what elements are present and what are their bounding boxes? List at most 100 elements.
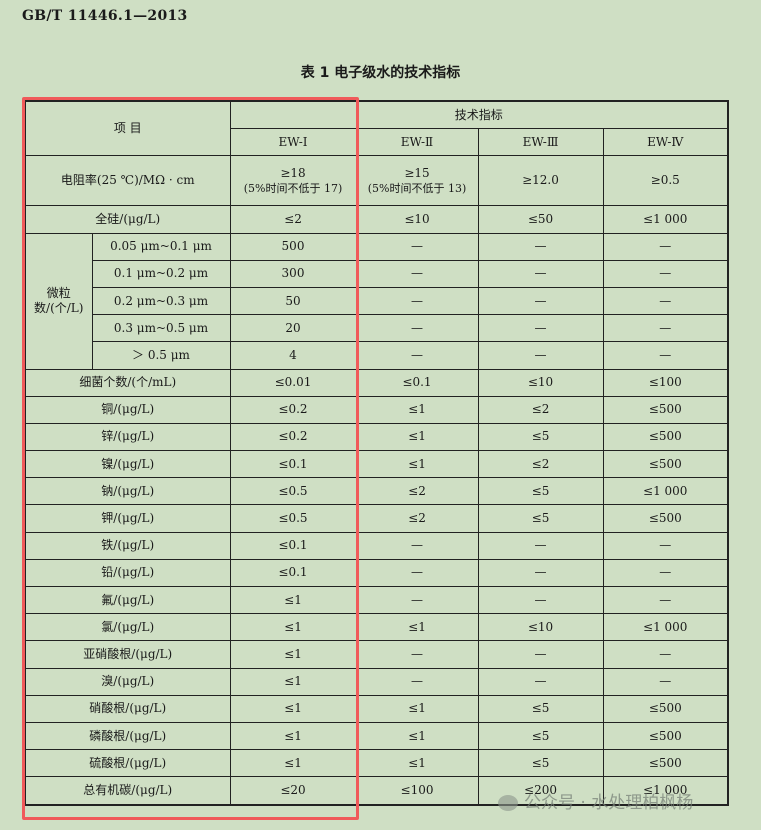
cell: ≤1 000	[602, 205, 729, 234]
cell: ≤500	[602, 504, 729, 533]
cell: 50	[229, 286, 357, 316]
cell: ≤1	[229, 667, 357, 696]
cell: ≤0.5	[229, 504, 357, 533]
cell: ≤10	[355, 205, 479, 234]
cell: —	[355, 667, 479, 696]
cell: —	[602, 341, 729, 370]
table-row: 硫酸根/(μg/L) ≤1 ≤1 ≤5 ≤500	[24, 749, 729, 778]
cell: ≤100	[602, 368, 729, 397]
cell: ≤1	[355, 450, 479, 479]
row-label: 铅/(μg/L)	[24, 558, 231, 588]
cell: ≤2	[229, 205, 357, 234]
cell: ≤2	[355, 504, 479, 533]
watermark: 公众号 · 水处理柏枫杨	[498, 788, 693, 813]
particle-range: 0.3 μm~0.5 μm	[91, 314, 231, 343]
cell: —	[602, 286, 729, 316]
particle-range: 0.1 μm~0.2 μm	[91, 259, 231, 288]
cell: ≤5	[477, 477, 604, 506]
cell: —	[355, 585, 479, 615]
wechat-icon	[498, 795, 518, 811]
cell-note: (5%时间不低于 13)	[367, 181, 467, 195]
cell: —	[355, 640, 479, 669]
cell: —	[602, 558, 729, 588]
table-row: 钠/(μg/L) ≤0.5 ≤2 ≤5 ≤1 000	[24, 477, 729, 506]
grade-header: EW-Ⅰ	[229, 128, 357, 157]
cell: ≤0.2	[229, 422, 357, 452]
cell: —	[355, 558, 479, 588]
row-label: 钾/(μg/L)	[24, 504, 231, 533]
cell: —	[602, 585, 729, 615]
cell: —	[355, 259, 479, 288]
table-row: 铜/(μg/L) ≤0.2 ≤1 ≤2 ≤500	[24, 395, 729, 424]
cell: —	[602, 232, 729, 261]
row-label: 铁/(μg/L)	[24, 531, 231, 560]
cell: ≤2	[477, 450, 604, 479]
cell: ≤100	[355, 776, 479, 805]
cell: ≤20	[229, 776, 357, 805]
cell: ≤0.1	[229, 558, 357, 588]
cell: —	[477, 341, 604, 370]
table-row: ＞ 0.5 μm 4— — —	[25, 341, 729, 370]
row-label: 硫酸根/(μg/L)	[24, 749, 231, 778]
watermark-text: 公众号 · 水处理柏枫杨	[524, 793, 694, 813]
cell: ≤500	[602, 694, 729, 723]
table-row: 0.2 μm~0.3 μm 50— — —	[25, 286, 729, 316]
table-row: 硝酸根/(μg/L) ≤1 ≤1 ≤5 ≤500	[24, 694, 729, 723]
cell: ≤500	[602, 395, 729, 424]
cell: ≤2	[355, 477, 479, 506]
row-label: 镍/(μg/L)	[24, 450, 231, 479]
table-row: 亚硝酸根/(μg/L) ≤1— — —	[24, 640, 729, 669]
table-row: 钾/(μg/L) ≤0.5 ≤2 ≤5 ≤500	[24, 504, 729, 533]
table-row: 铅/(μg/L) ≤0.1— — —	[24, 558, 729, 588]
cell: —	[477, 558, 604, 588]
table-row: 锌/(μg/L) ≤0.2 ≤1 ≤5 ≤500	[24, 422, 729, 452]
row-label: 溴/(μg/L)	[24, 667, 231, 696]
cell: ≤5	[477, 694, 604, 723]
cell: ≤1	[229, 613, 357, 642]
particle-range: 0.05 μm~0.1 μm	[91, 232, 231, 261]
cell: —	[477, 314, 604, 343]
row-label: 钠/(μg/L)	[24, 477, 231, 506]
table-row: 氟/(μg/L) ≤1— — —	[24, 585, 729, 615]
cell: ≤500	[602, 749, 729, 778]
cell: ≤10	[477, 613, 604, 642]
cell: ≤1 000	[602, 776, 729, 805]
cell: —	[477, 585, 604, 615]
spec-table: 项 目 技术指标 EW-Ⅰ EW-Ⅱ EW-Ⅲ EW-Ⅳ 电阻率(25 ℃)/M…	[24, 100, 729, 806]
table-row: 氯/(μg/L) ≤1 ≤1 ≤10 ≤1 000	[24, 613, 729, 642]
cell: ≤1	[355, 395, 479, 424]
cell: —	[477, 531, 604, 560]
cell: —	[355, 341, 479, 370]
cell: ≤0.01	[229, 368, 357, 397]
particle-range: ＞ 0.5 μm	[91, 341, 231, 370]
cell: —	[477, 259, 604, 288]
cell-note: (5%时间不低于 17)	[243, 181, 343, 195]
cell: ≤1	[355, 749, 479, 778]
cell: 4	[229, 341, 357, 370]
cell: —	[477, 640, 604, 669]
cell: ≤1	[229, 721, 357, 751]
item-header: 项 目	[24, 100, 231, 157]
cell: ≤50	[477, 205, 604, 234]
cell: —	[602, 259, 729, 288]
cell: ≤1	[355, 721, 479, 751]
row-label: 氟/(μg/L)	[24, 585, 231, 615]
cell: 20	[229, 314, 357, 343]
cell: 300	[229, 259, 357, 288]
cell: ≤1 000	[602, 477, 729, 506]
table-row: 总有机碳/(μg/L) ≤20 ≤100 ≤200 ≤1 000	[24, 776, 729, 805]
cell: ≤10	[477, 368, 604, 397]
cell: ≤5	[477, 422, 604, 452]
cell: ≤1 000	[602, 613, 729, 642]
grade-header: EW-Ⅲ	[477, 128, 604, 157]
cell: 500	[229, 232, 357, 261]
cell: ≤0.1	[355, 368, 479, 397]
row-label: 磷酸根/(μg/L)	[24, 721, 231, 751]
cell: —	[602, 640, 729, 669]
cell: ≤500	[602, 450, 729, 479]
table-row: 溴/(μg/L) ≤1— — —	[24, 667, 729, 696]
cell: ≤1	[355, 694, 479, 723]
row-label: 全硅/(μg/L)	[24, 205, 231, 234]
table-row: 0.3 μm~0.5 μm 20— — —	[25, 314, 729, 343]
row-label: 铜/(μg/L)	[24, 395, 231, 424]
